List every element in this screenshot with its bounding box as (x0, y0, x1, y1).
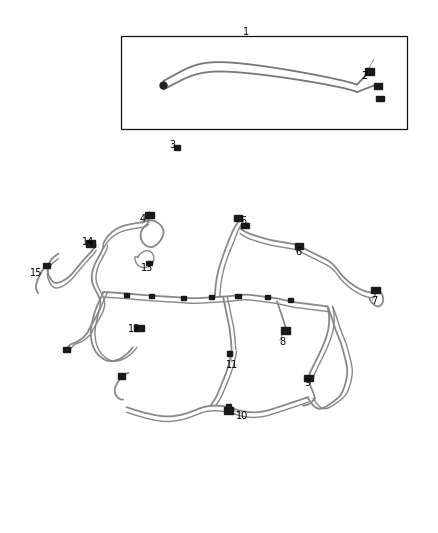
Bar (118, 374, 125, 378)
Bar (208, 295, 214, 299)
Text: 4: 4 (139, 214, 145, 224)
Bar (174, 145, 180, 150)
Bar (235, 294, 240, 298)
Bar (226, 403, 231, 408)
Bar (376, 96, 384, 101)
Text: 5: 5 (240, 216, 247, 227)
Text: 11: 11 (226, 360, 238, 370)
Text: 1: 1 (243, 27, 249, 37)
Bar (149, 294, 155, 298)
Text: 3: 3 (169, 140, 175, 150)
Text: 8: 8 (279, 337, 285, 347)
Bar (64, 347, 70, 352)
Bar (241, 223, 249, 228)
Text: 2: 2 (361, 71, 367, 81)
Bar (265, 295, 270, 299)
Text: 12: 12 (128, 324, 140, 334)
Bar (295, 243, 303, 249)
Bar (371, 287, 380, 293)
Bar (304, 375, 313, 382)
Bar (180, 296, 186, 300)
Bar (124, 293, 129, 297)
Bar (281, 327, 290, 334)
Bar (86, 240, 95, 247)
Bar (134, 325, 144, 331)
Bar (227, 351, 232, 356)
Bar (234, 215, 242, 221)
Text: 14: 14 (81, 237, 94, 247)
Text: 6: 6 (296, 247, 302, 257)
Bar (121, 36, 407, 130)
Bar (146, 261, 152, 265)
Bar (145, 212, 154, 219)
Bar (365, 68, 374, 75)
Text: 9: 9 (304, 378, 311, 388)
Text: 7: 7 (371, 296, 378, 306)
Bar (288, 298, 293, 302)
Text: 13: 13 (141, 263, 153, 272)
Bar (224, 407, 233, 414)
Bar (374, 83, 382, 88)
Bar (43, 263, 50, 268)
Text: 15: 15 (30, 268, 42, 278)
Text: 10: 10 (236, 411, 248, 421)
